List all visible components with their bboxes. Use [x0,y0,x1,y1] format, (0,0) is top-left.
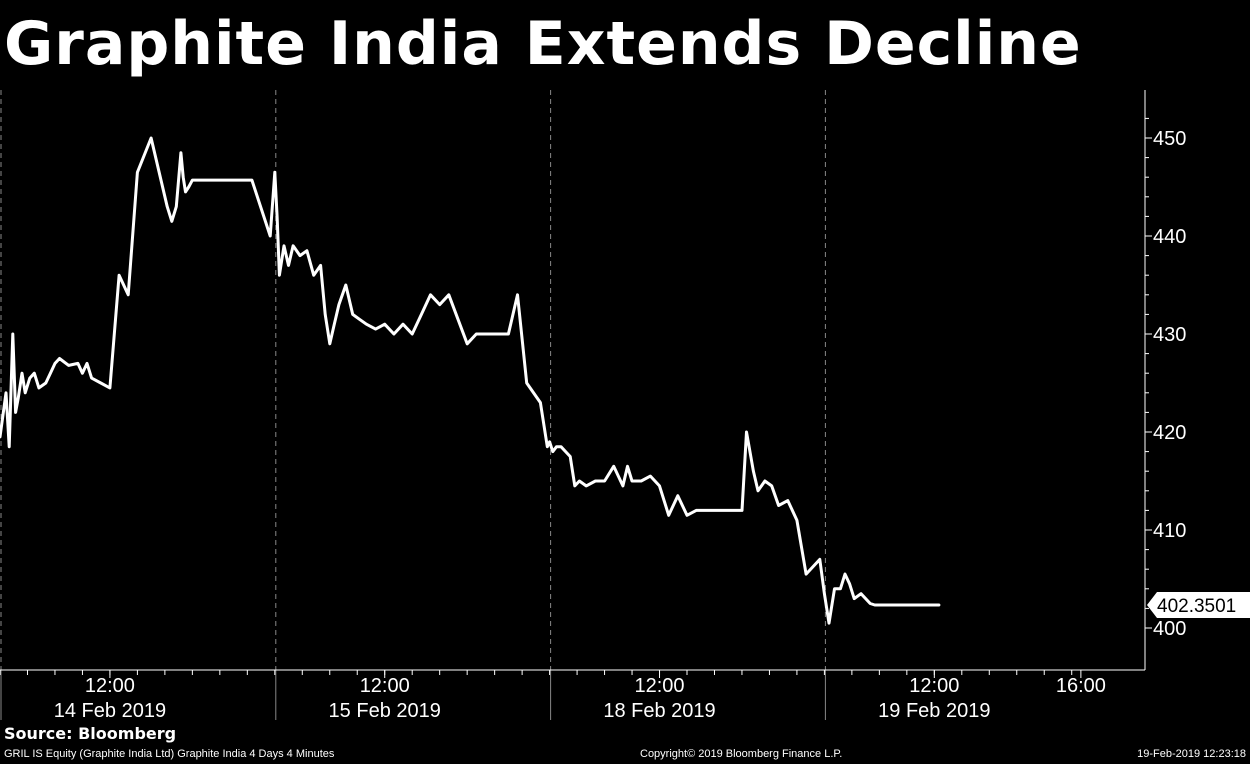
x-axis-ticks: 12:00 14 Feb 2019 12:00 15 Feb 2019 12:00 18 … [0,670,1106,722]
y-tick-label: 450 [1153,128,1186,150]
session-dividers [0,90,826,720]
y-axis-ticks: 400 410 420 430 440 450 [1145,117,1186,640]
footer-security-description: GRIL IS Equity (Graphite India Ltd) Grap… [4,748,335,760]
last-value-marker: 402.3501 [1147,591,1250,618]
x-tick-date-label: 15 Feb 2019 [329,700,441,722]
x-tick-time-label: 12:00 [634,675,684,697]
series-line [0,136,941,625]
x-tick-date-label: 19 Feb 2019 [878,700,990,722]
price-series [0,136,941,625]
y-tick-label: 420 [1153,422,1186,444]
x-tick-date-label: 18 Feb 2019 [603,700,715,722]
x-tick-time-label: 12:00 [85,675,135,697]
chart-title: Graphite India Extends Decline [4,9,1082,79]
x-tick-time-label: 16:00 [1056,675,1106,697]
footer-copyright: Copyright© 2019 Bloomberg Finance L.P. [640,748,843,760]
source-label: Source: Bloomberg [4,724,177,743]
y-tick-label: 410 [1153,520,1186,542]
x-tick-time-label: 12:00 [360,675,410,697]
last-value-badge [1147,591,1250,618]
y-tick-label: 430 [1153,324,1186,346]
y-tick-label: 400 [1153,618,1186,640]
x-tick-time-label: 12:00 [909,675,959,697]
last-value-label: 402.3501 [1157,596,1236,617]
y-tick-label: 440 [1153,226,1186,248]
footer-timestamp: 19-Feb-2019 12:23:18 [1137,748,1246,760]
x-tick-date-label: 14 Feb 2019 [54,700,166,722]
chart-axes [0,90,1146,671]
